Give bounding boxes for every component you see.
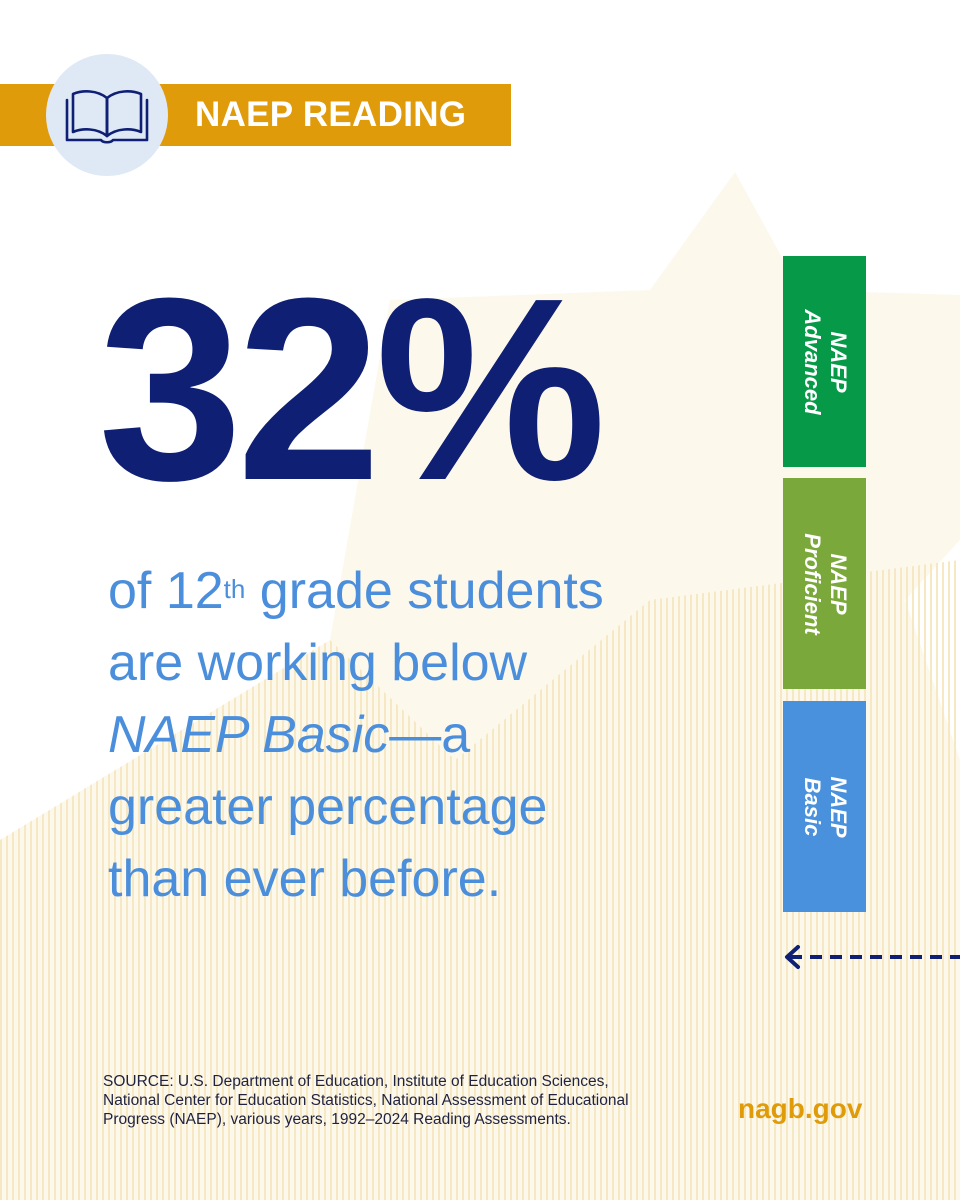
desc-line-3: NAEP Basic—a: [108, 706, 471, 764]
level-basic: NAEP Basic: [783, 701, 866, 912]
source-citation: SOURCE: U.S. Department of Education, In…: [103, 1073, 629, 1128]
level-proficient: NAEP Proficient: [783, 478, 866, 689]
level-advanced: NAEP Advanced: [783, 256, 866, 467]
dashed-left-arrow-icon: [785, 945, 960, 969]
desc-line-5: than ever before.: [108, 850, 502, 908]
open-book-icon: [65, 90, 149, 144]
desc-line-4: greater percentage: [108, 778, 548, 836]
desc-line-1: of 12th grade students: [108, 562, 604, 620]
stat-percentage: 32%: [98, 245, 606, 535]
site-link[interactable]: nagb.gov: [738, 1093, 863, 1124]
banner-title: NAEP READING: [195, 95, 467, 134]
stat-description: of 12th grade students are working below…: [108, 555, 728, 915]
stripe-field: [0, 560, 960, 1200]
desc-line-2: are working below: [108, 634, 528, 692]
level-basic-label: NAEP Basic: [799, 775, 851, 838]
level-proficient-label: NAEP Proficient: [799, 532, 851, 635]
level-advanced-label: NAEP Advanced: [799, 308, 851, 415]
book-badge: [46, 54, 168, 176]
